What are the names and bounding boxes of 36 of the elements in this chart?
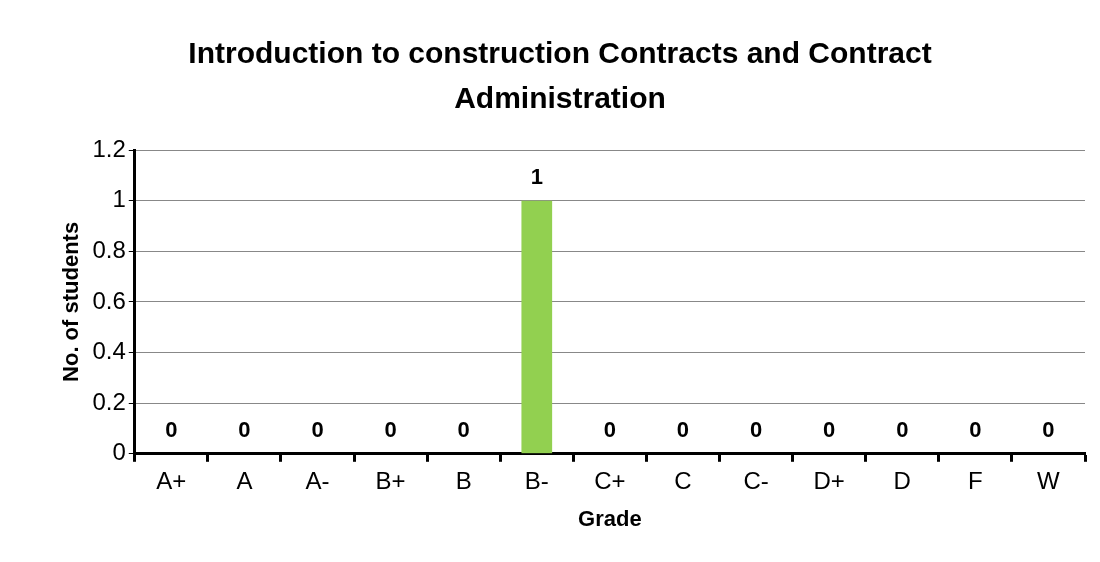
data-label: 0: [749, 416, 763, 442]
x-tick-label: C: [674, 466, 692, 494]
data-label: 0: [823, 416, 836, 442]
x-axis-title: Grade: [578, 505, 642, 531]
data-label: 0: [384, 416, 397, 442]
data-label: 0: [457, 416, 470, 442]
x-tick-label: C+: [594, 466, 626, 494]
x-tick-label: C-: [743, 466, 769, 494]
y-tick-label: 0.8: [92, 235, 126, 263]
data-label: 1: [530, 163, 543, 189]
y-tick-label: 1.2: [92, 134, 126, 162]
data-label: 0: [311, 416, 324, 442]
x-tick-label: A+: [156, 466, 187, 494]
y-tick-label: 0.6: [92, 286, 126, 314]
y-tick-label: 1: [112, 185, 126, 213]
data-label: 0: [603, 416, 617, 442]
x-tick-label: D+: [813, 466, 845, 494]
chart-title: Introduction to construction Contracts and Contract Administration: [188, 36, 932, 115]
y-tick-label: 0.4: [92, 337, 126, 365]
data-label: 0: [165, 416, 178, 442]
x-tick-label: W: [1037, 466, 1061, 494]
y-tick-label: 0: [112, 438, 126, 466]
x-tick-label: B+: [375, 466, 406, 494]
x-tick-label: A-: [305, 466, 330, 494]
data-label: 0: [238, 416, 251, 442]
data-label: 0: [896, 416, 909, 442]
x-tick-label: B: [455, 466, 472, 494]
x-tick-label: B-: [524, 466, 549, 494]
y-axis-title: No. of students: [58, 221, 84, 382]
x-tick-label: A: [236, 466, 253, 494]
y-tick-label: 0.2: [92, 387, 126, 415]
data-label: 0: [676, 416, 690, 442]
x-tick-label: D: [893, 466, 911, 494]
data-label: 0: [969, 416, 982, 442]
x-tick-label: F: [968, 466, 983, 494]
data-label: 0: [1042, 416, 1055, 442]
